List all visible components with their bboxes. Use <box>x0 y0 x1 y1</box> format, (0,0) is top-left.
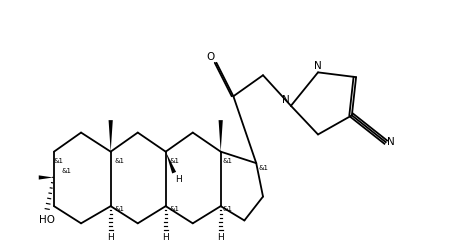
Text: H: H <box>176 175 182 184</box>
Polygon shape <box>219 120 223 152</box>
Text: HO: HO <box>39 215 55 225</box>
Text: N: N <box>282 95 290 104</box>
Text: &1: &1 <box>115 158 125 164</box>
Text: &1: &1 <box>170 206 180 212</box>
Text: &1: &1 <box>170 158 180 164</box>
Polygon shape <box>39 175 53 180</box>
Text: H: H <box>162 234 169 243</box>
Text: N: N <box>387 137 395 147</box>
Text: &1: &1 <box>222 206 233 212</box>
Text: &1: &1 <box>62 168 71 174</box>
Text: &1: &1 <box>115 206 125 212</box>
Text: &1: &1 <box>53 158 63 164</box>
Text: H: H <box>107 234 114 243</box>
Polygon shape <box>109 120 113 152</box>
Text: H: H <box>217 234 224 243</box>
Text: &1: &1 <box>222 158 233 164</box>
Text: &1: &1 <box>259 165 269 171</box>
Text: O: O <box>206 52 214 61</box>
Text: N: N <box>314 61 322 71</box>
Polygon shape <box>166 152 176 174</box>
